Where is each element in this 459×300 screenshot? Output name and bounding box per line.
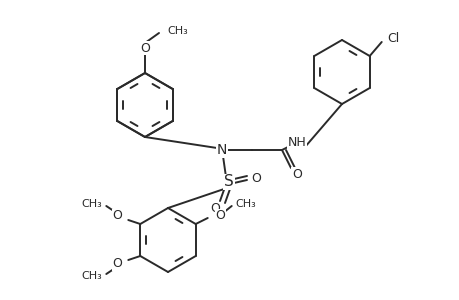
Text: CH₃: CH₃ <box>235 199 256 209</box>
Text: CH₃: CH₃ <box>81 271 102 281</box>
Text: O: O <box>112 209 122 223</box>
Text: O: O <box>215 209 225 223</box>
Text: O: O <box>112 257 122 271</box>
Text: CH₃: CH₃ <box>167 26 187 36</box>
Text: CH₃: CH₃ <box>81 199 102 209</box>
Text: O: O <box>140 41 150 55</box>
Text: S: S <box>224 175 233 190</box>
Text: O: O <box>291 167 301 181</box>
Text: O: O <box>251 172 260 185</box>
Text: N: N <box>216 143 227 157</box>
Text: NH: NH <box>287 136 306 148</box>
Text: Cl: Cl <box>387 32 399 44</box>
Text: O: O <box>210 202 219 215</box>
